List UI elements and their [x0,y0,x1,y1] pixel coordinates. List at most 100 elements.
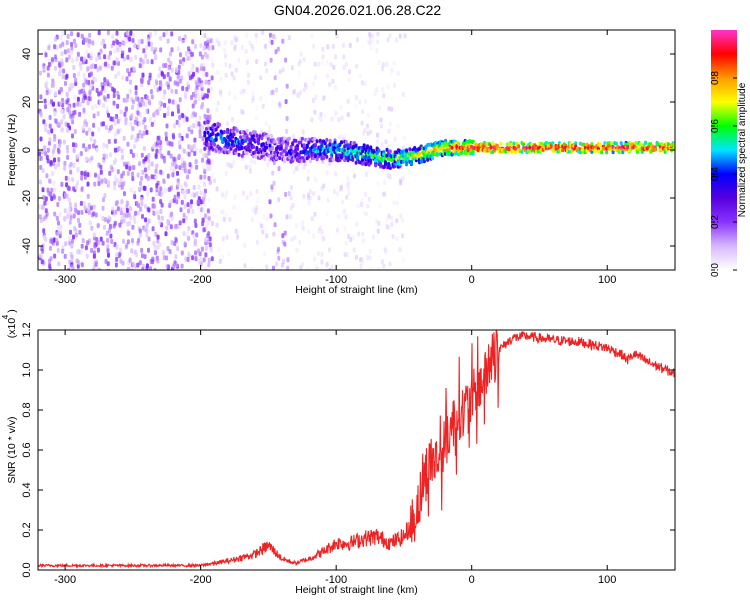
y-tick-label: 0.6 [21,442,33,457]
noise-cell [84,245,88,251]
noise-cell [74,77,78,83]
noise-cell [168,249,172,255]
ridge-cell [491,141,495,146]
noise-cell [72,213,76,219]
noise-cell [155,148,159,154]
noise-cell [45,211,49,217]
sparse-cell [245,195,249,200]
sparse-cell [342,54,346,60]
noise-cell [125,38,129,44]
ridge-cell [362,143,366,148]
noise-cell [153,83,157,89]
noise-cell [106,30,110,36]
sparse-cell [375,87,379,93]
noise-cell [187,251,191,257]
noise-cell [154,175,158,181]
noise-cell [178,78,182,84]
ridge-cell [302,158,306,163]
sparse-cell [254,115,258,121]
sparse-cell [391,141,394,147]
sparse-cell [388,72,392,78]
sparse-cell [286,257,290,263]
noise-cell [110,239,114,244]
ridge-cell [255,133,259,138]
ridge-cell [206,130,210,135]
noise-cell [195,232,199,238]
noise-cell [201,157,204,163]
sparse-cell [264,61,267,67]
noise-cell [64,175,68,181]
noise-cell [75,56,79,62]
ridge-cell [315,139,319,144]
noise-cell [77,210,80,216]
noise-cell [194,88,198,94]
ridge-cell [328,142,332,147]
noise-cell [160,215,164,221]
noise-cell [139,169,143,175]
sparse-cell [228,90,232,96]
noise-cell [136,172,140,178]
noise-cell [163,113,167,118]
sparse-cell [206,166,210,172]
noise-cell [147,162,151,168]
noise-cell [184,90,188,96]
colorbar-tick-label: 0.4 [710,167,721,181]
noise-cell [131,224,135,230]
noise-cell [155,191,159,197]
noise-cell [108,170,112,176]
sparse-cell [360,80,364,86]
noise-cell [201,125,205,131]
y-tick-label: -20 [21,190,33,206]
sparse-cell [295,92,299,98]
noise-cell [154,110,157,116]
noise-cell [156,238,160,244]
sparse-cell [347,77,351,83]
sparse-cell [345,252,349,258]
ridge-cell [517,144,521,149]
noise-cell [106,248,110,254]
noise-cell [83,171,87,177]
sparse-cell [348,69,351,75]
sparse-cell [244,164,248,170]
noise-cell [147,176,151,182]
x-tick-label: -100 [325,574,347,586]
noise-cell [131,152,135,158]
noise-cell [90,155,94,161]
ridge-cell [611,150,615,155]
noise-cell [131,38,135,43]
noise-cell [168,76,172,82]
noise-cell [74,184,78,190]
ridge-cell [380,156,384,161]
noise-cell [80,33,84,39]
sparse-cell [364,98,368,104]
noise-cell [160,153,164,159]
noise-cell [147,236,151,242]
noise-cell [165,140,169,146]
noise-cell [128,36,132,42]
ridge-cell [527,149,530,153]
noise-cell [202,181,206,187]
sparse-cell [369,267,373,270]
sparse-cell [270,184,274,190]
noise-cell [107,252,110,258]
sparse-cell [215,37,219,43]
noise-cell [158,149,162,155]
noise-cell [200,246,204,252]
noise-cell [188,162,192,168]
noise-cell [152,240,156,246]
noise-cell [77,217,80,223]
sparse-cell [268,32,272,38]
noise-cell [155,183,159,188]
sparse-cell [207,151,211,157]
noise-cell [208,160,212,166]
noise-cell [120,182,124,187]
sparse-cell [291,202,295,208]
noise-cell [180,250,184,256]
noise-cell [53,118,57,124]
noise-cell [59,230,63,236]
sparse-cell [319,111,323,117]
noise-cell [150,121,154,127]
y-tick-label: 0.2 [21,522,33,537]
noise-cell [147,152,151,158]
x-axis-label: Height of straight line (km) [295,284,418,296]
